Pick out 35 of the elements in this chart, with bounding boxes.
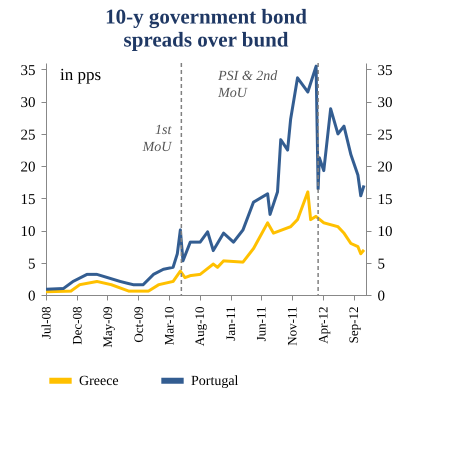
annotation: in pps	[60, 65, 102, 84]
x-tick-label: Jun-11	[254, 306, 269, 342]
x-tick-label: Sep-12	[346, 306, 362, 344]
y2-tick-label: 0	[378, 288, 385, 304]
x-tick-label: Apr-12	[315, 306, 330, 344]
y2-tick-label: 35	[378, 62, 392, 79]
chart-title: 10-y government bond spreads over bund	[105, 4, 308, 52]
y-tick-label: 30	[20, 95, 36, 112]
line-series	[46, 190, 366, 294]
y-tick-label: 15	[20, 192, 36, 208]
y-tick-label: 10	[20, 224, 36, 240]
y2-tick-label: 20	[378, 160, 392, 176]
y-tick-label: 0	[28, 288, 36, 304]
y2-tick-label: 15	[378, 192, 392, 208]
y2-tick-label: 10	[378, 224, 392, 240]
x-tick-label: Jan-11	[223, 306, 238, 341]
legend-label: Greece	[79, 374, 119, 389]
y2-tick-label: 25	[378, 127, 392, 144]
x-tick-label: Aug-10	[192, 306, 208, 346]
x-tick-label: Oct-09	[130, 306, 146, 343]
x-tick-label: Jul-08	[38, 306, 54, 339]
ref-line-label: 1st MoU	[142, 123, 172, 155]
y-tick-label: 5	[28, 256, 36, 272]
y-tick-label: 25	[20, 127, 36, 144]
x-tick-label: Mar-10	[161, 306, 176, 346]
x-tick-label: May-09	[100, 306, 115, 348]
legend-label: Portugal	[191, 374, 239, 389]
x-tick-label: Dec-08	[69, 306, 84, 345]
x-tick-label: Nov-11	[284, 306, 300, 346]
y2-tick-label: 5	[378, 256, 385, 272]
ref-line-label: PSI & 2nd MoU	[217, 69, 278, 101]
y-tick-label: 20	[20, 160, 36, 176]
line-series	[46, 64, 366, 291]
y-tick-label: 35	[20, 62, 36, 79]
y2-tick-label: 30	[378, 95, 392, 112]
